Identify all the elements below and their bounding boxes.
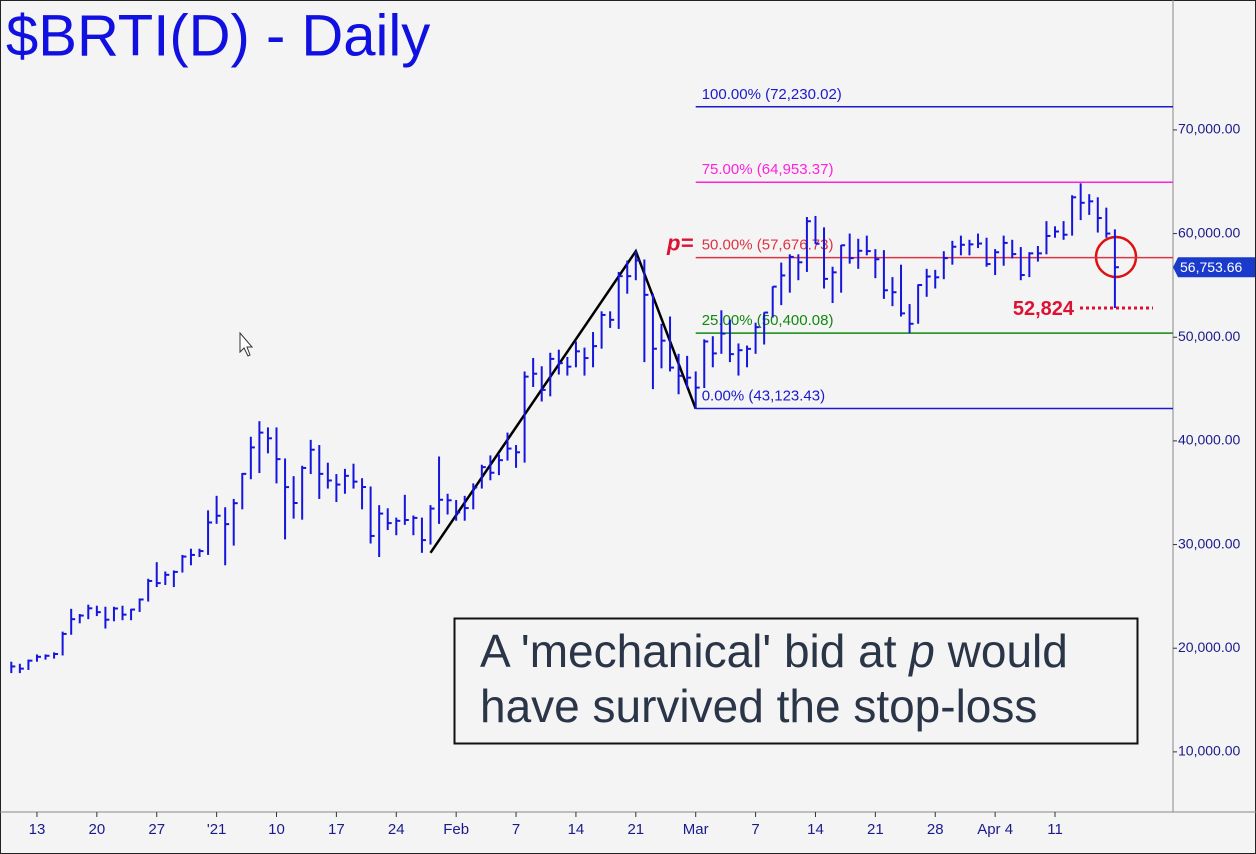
note-box [453,617,1139,745]
p-label: p= [666,230,693,255]
chart-title: $BRTI(D) - Daily [6,3,430,68]
y-tick-label: 60,000.00 [1178,224,1240,240]
fib-label: 25.00% (50,400.08) [702,312,834,329]
last-price-tag [1173,257,1255,278]
note-text: would [935,625,1068,677]
y-tick-label: 30,000.00 [1178,535,1240,551]
cursor [239,331,254,357]
x-tick-label: 21 [867,821,884,838]
x-tick-label: 10 [268,821,285,838]
note-line-2: have survived the stop-loss [480,680,1037,732]
x-tick-label: Mar [683,821,709,838]
x-tick-label: 13 [29,821,46,838]
x-tick-label: Apr 4 [977,821,1013,838]
x-tick-label: 7 [751,821,759,838]
x-tick-label: 17 [328,821,345,838]
fib-label: 100.00% (72,230.02) [702,86,842,103]
x-tick-label: Feb [443,821,469,838]
y-tick-label: 40,000.00 [1178,432,1240,448]
x-tick-label: 24 [388,821,405,838]
note-text: A 'mechanical' bid at [480,625,909,677]
x-tick-label: 14 [807,821,824,838]
y-tick-label: 70,000.00 [1178,121,1240,137]
last-price-label: 56,753.66 [1180,259,1242,275]
y-tick-label: 20,000.00 [1178,639,1240,655]
x-tick-label: 21 [627,821,644,838]
x-tick-label: 11 [1047,821,1063,838]
x-tick-label: '21 [207,821,227,838]
stop-label: 52,824 [1013,298,1075,320]
y-tick-label: 50,000.00 [1178,328,1240,344]
fib-label: 50.00% (57,676.73) [702,237,834,254]
note-text: p [907,625,935,677]
x-tick-label: 14 [568,821,585,838]
x-tick-label: 20 [89,821,106,838]
x-tick-label: 28 [927,821,944,838]
y-tick-label: 10,000.00 [1178,743,1240,759]
x-tick-label: 27 [148,821,165,838]
fib-label: 0.00% (43,123.43) [702,387,825,404]
x-tick-label: 7 [512,821,520,838]
note-line-1: A 'mechanical' bid at p would [480,625,1068,677]
fib-label: 75.00% (64,953.37) [702,161,834,178]
